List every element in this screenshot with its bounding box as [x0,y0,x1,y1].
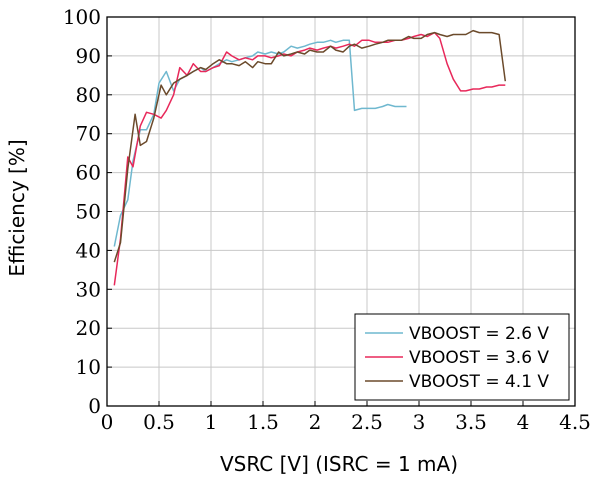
y-tick-label: 50 [76,200,101,224]
series-layer [113,29,507,286]
y-tick-label: 80 [76,83,101,107]
x-tick-label: 3 [413,410,426,434]
x-tick-label: 2 [309,410,322,434]
y-axis-label: Efficiency [%] [5,139,29,276]
y-tick-label: 70 [76,122,101,146]
x-tick-label: 4.5 [559,410,591,434]
y-tick-label: 90 [76,44,101,68]
x-tick-label: 3.5 [455,410,487,434]
x-tick-label: 4 [517,410,530,434]
y-tick-label: 10 [76,355,101,379]
y-tick-label: 0 [88,394,101,418]
legend-label-2: VBOOST = 3.6 V [409,348,549,368]
series-line-1 [113,39,407,247]
x-axis-label: VSRC [V] (ISRC = 1 mA) [220,452,458,476]
series-line-2 [113,31,506,286]
x-tick-label: 1.5 [247,410,279,434]
y-tick-label: 100 [63,5,101,29]
x-axis-ticks: 0 0.5 1 1.5 2 2.5 3 3.5 4 4.5 [101,401,591,434]
legend-label-3: VBOOST = 4.1 V [409,372,549,392]
y-tick-label: 60 [76,161,101,185]
y-tick-label: 20 [76,316,101,340]
x-tick-label: 0.5 [143,410,175,434]
y-axis-ticks: 0 10 20 30 40 50 60 70 80 90 100 [63,5,112,418]
legend: VBOOST = 2.6 V VBOOST = 3.6 V VBOOST = 4.1… [354,313,570,401]
series-line-3 [113,29,507,263]
x-tick-label: 2.5 [351,410,383,434]
legend-label-1: VBOOST = 2.6 V [409,324,549,344]
x-tick-label: 0 [101,410,114,434]
y-tick-label: 40 [76,238,101,262]
y-tick-label: 30 [76,277,101,301]
x-tick-label: 1 [205,410,218,434]
